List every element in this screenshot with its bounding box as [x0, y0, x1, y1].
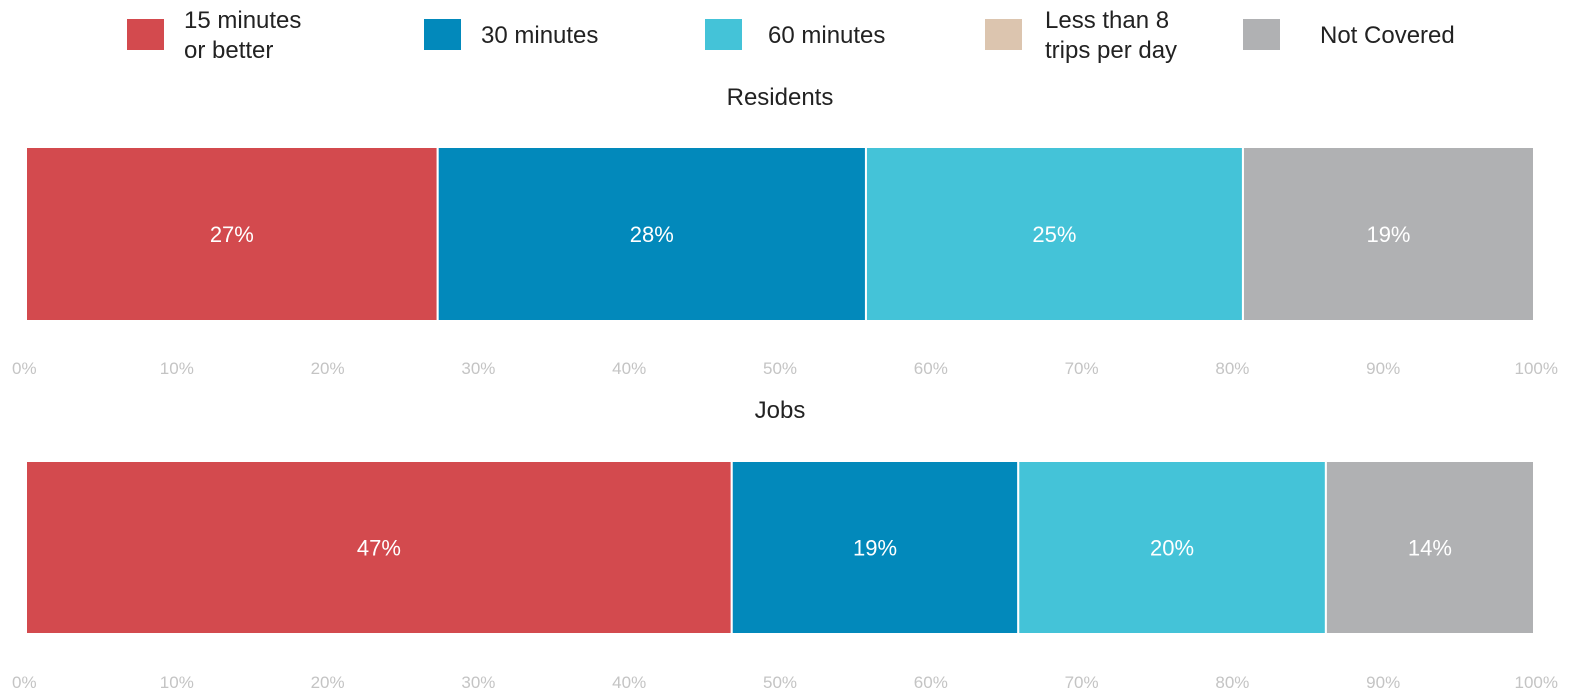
x-tick-label: 20% — [311, 673, 345, 692]
x-tick-label: 80% — [1215, 359, 1249, 378]
bar-value-label: 27% — [210, 222, 254, 247]
legend-swatch — [705, 19, 742, 50]
bar-value-label: 19% — [1366, 222, 1410, 247]
x-tick-label: 30% — [461, 673, 495, 692]
legend-label: 60 minutes — [768, 22, 885, 49]
bar-value-label: 28% — [630, 222, 674, 247]
legend-item-60min: 60 minutes — [705, 19, 885, 50]
legend-label: Not Covered — [1320, 22, 1455, 49]
bar-segment-15min — [25, 460, 733, 635]
x-tick-label: 40% — [612, 359, 646, 378]
legend: 15 minutes or better 30 minutes 60 minutes L… — [127, 7, 1455, 64]
x-tick-label: 60% — [914, 673, 948, 692]
x-tick-label: 40% — [612, 673, 646, 692]
bar-value-label: 19% — [853, 536, 897, 561]
legend-item-lt8: Less than 8 trips per day — [985, 7, 1177, 64]
x-tick-label: 60% — [914, 359, 948, 378]
x-tick-label: 100% — [1515, 359, 1558, 378]
x-tick-label: 0% — [12, 673, 37, 692]
panel-jobs: Jobs 47% 19% 20% 14% 0% 10% 20% 30% 40% 50% 60% 70% 8… — [12, 397, 1558, 692]
x-tick-label: 70% — [1065, 359, 1099, 378]
x-axis: 0% 10% 20% 30% 40% 50% 60% 70% 80% 90% 100% — [12, 673, 1558, 692]
legend-item-nc: Not Covered — [1243, 19, 1455, 50]
bar-segment-30min — [436, 146, 867, 322]
bar-segment-60min — [864, 146, 1244, 322]
panel-title: Residents — [727, 84, 834, 111]
bar-value-label: 25% — [1032, 222, 1076, 247]
bar-segment-15min — [25, 146, 439, 322]
legend-label: or better — [184, 37, 273, 64]
bar-value-label: 47% — [357, 536, 401, 561]
legend-label: trips per day — [1045, 37, 1177, 64]
x-tick-label: 80% — [1215, 673, 1249, 692]
bar-segment-60min — [1017, 460, 1327, 635]
legend-label: 15 minutes — [184, 7, 301, 34]
x-tick-label: 70% — [1065, 673, 1099, 692]
bar-segment-30min — [730, 460, 1020, 635]
legend-swatch — [985, 19, 1022, 50]
legend-item-15min: 15 minutes or better — [127, 7, 301, 64]
x-tick-label: 90% — [1366, 673, 1400, 692]
legend-item-30min: 30 minutes — [424, 19, 598, 50]
x-tick-label: 30% — [461, 359, 495, 378]
bar-segment-nc — [1324, 460, 1535, 635]
panel-title: Jobs — [755, 397, 806, 424]
x-tick-label: 10% — [160, 359, 194, 378]
legend-swatch — [424, 19, 461, 50]
bar-value-label: 14% — [1408, 536, 1452, 561]
x-axis: 0% 10% 20% 30% 40% 50% 60% 70% 80% 90% 100% — [12, 359, 1558, 378]
bar-segment-nc — [1241, 146, 1536, 322]
x-tick-label: 0% — [12, 359, 37, 378]
legend-swatch — [127, 19, 164, 50]
x-tick-label: 90% — [1366, 359, 1400, 378]
x-tick-label: 100% — [1515, 673, 1558, 692]
x-tick-label: 20% — [311, 359, 345, 378]
panel-residents: Residents 27% 28% 25% 19% 0% 10% 20% 30% 40% 50% 60… — [12, 84, 1558, 378]
x-tick-label: 10% — [160, 673, 194, 692]
x-tick-label: 50% — [763, 359, 797, 378]
x-tick-label: 50% — [763, 673, 797, 692]
legend-label: 30 minutes — [481, 22, 598, 49]
legend-label: Less than 8 — [1045, 7, 1169, 34]
legend-swatch — [1243, 19, 1280, 50]
bar-value-label: 20% — [1150, 536, 1194, 561]
